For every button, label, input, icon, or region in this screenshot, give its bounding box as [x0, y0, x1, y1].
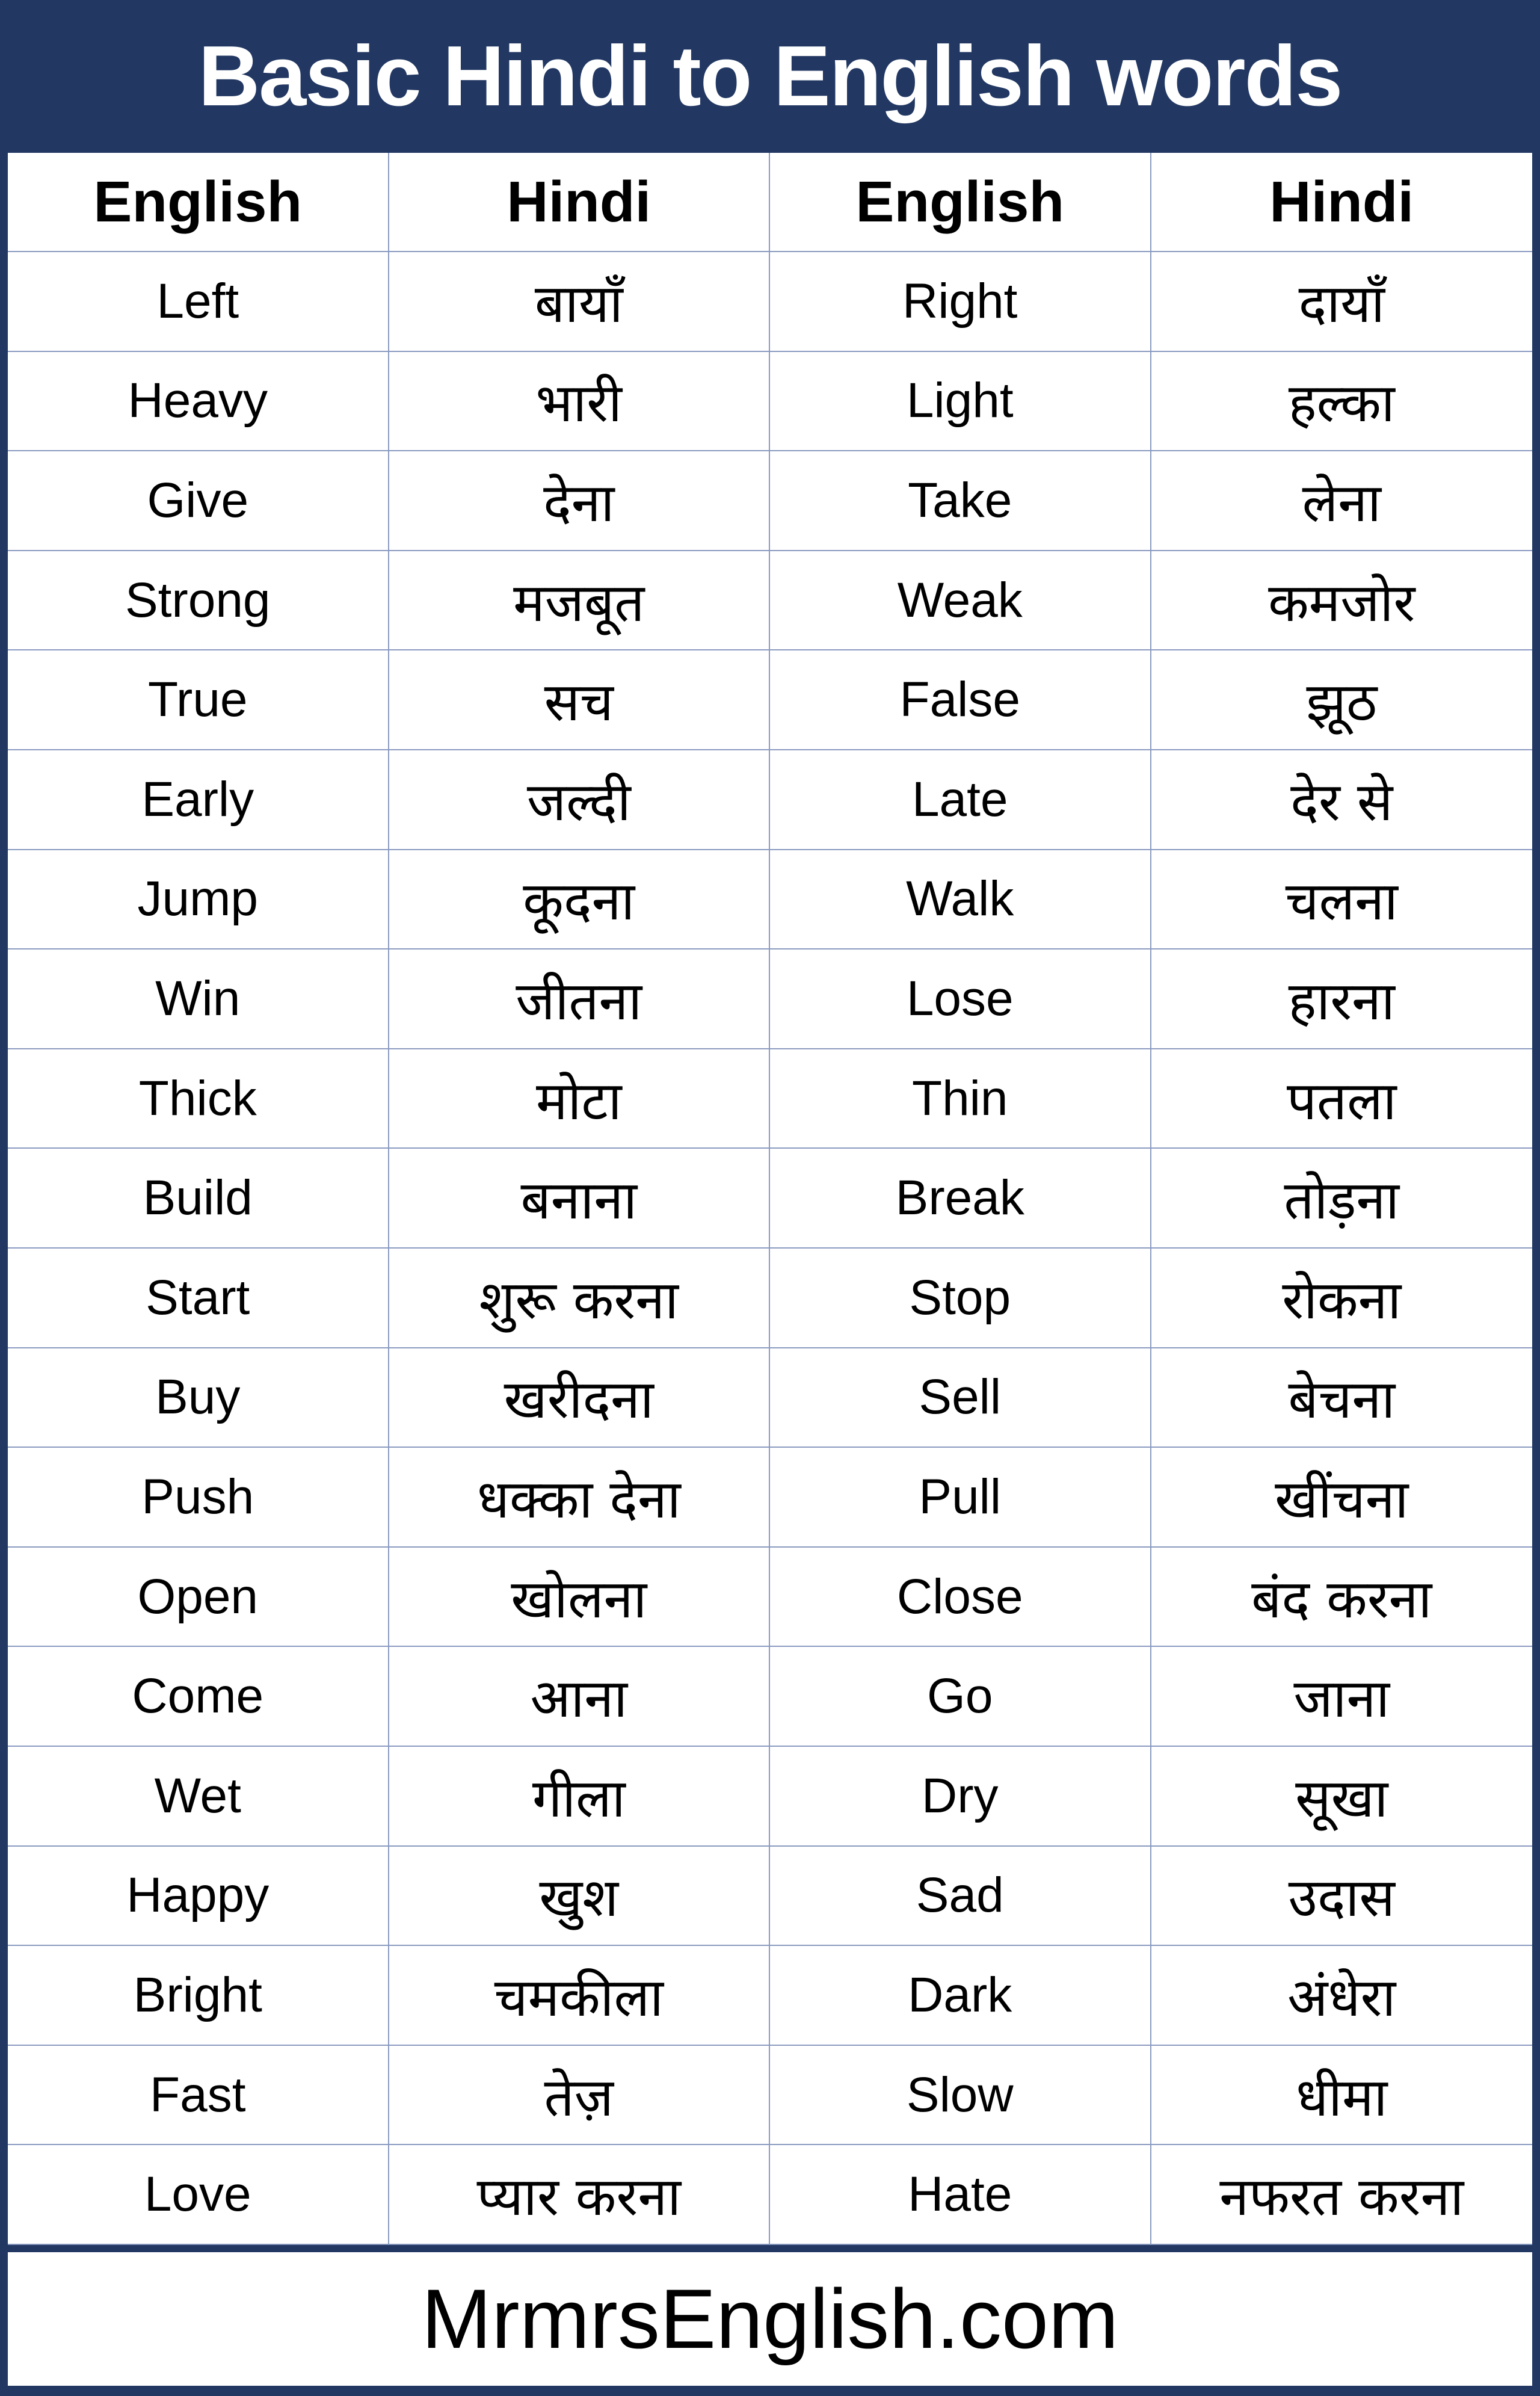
hindi-word-cell: अंधेरा — [1151, 1946, 1532, 2046]
hindi-word-cell: आना — [389, 1647, 770, 1747]
hindi-word-cell: जल्दी — [389, 750, 770, 850]
column-header-english: English — [770, 153, 1151, 252]
english-word-cell: Buy — [8, 1348, 389, 1448]
hindi-word-cell: धीमा — [1151, 2046, 1532, 2146]
hindi-word-cell: लेना — [1151, 451, 1532, 551]
english-word-cell: Slow — [770, 2045, 1151, 2146]
english-word-cell: Early — [8, 750, 389, 850]
hindi-word-cell: उदास — [1151, 1847, 1532, 1947]
hindi-word-cell: खुश — [389, 1846, 770, 1947]
website-footer: MrmrsEnglish.com — [8, 2252, 1532, 2386]
english-word-cell: Love — [8, 2145, 389, 2245]
english-word-cell: Go — [770, 1647, 1151, 1747]
english-word-cell: Build — [8, 1149, 389, 1249]
english-word-cell: Take — [770, 451, 1151, 551]
english-word-cell: Start — [8, 1249, 389, 1348]
hindi-word-cell: मजबूत — [389, 551, 770, 651]
english-word-cell: Close — [770, 1547, 1151, 1647]
english-word-cell: Sad — [770, 1846, 1151, 1947]
hindi-word-cell: सूखा — [1151, 1747, 1532, 1847]
english-word-cell: Lose — [770, 949, 1151, 1049]
hindi-word-cell: हल्का — [1151, 352, 1532, 452]
hindi-word-cell: तोड़ना — [1151, 1149, 1532, 1249]
hindi-word-cell: चमकीला — [389, 1946, 770, 2046]
english-word-cell: Heavy — [8, 351, 389, 452]
column-header-hindi: Hindi — [389, 153, 770, 252]
english-word-cell: Sell — [770, 1348, 1151, 1448]
hindi-word-cell: चलना — [1151, 850, 1532, 950]
english-word-cell: Pull — [770, 1448, 1151, 1548]
hindi-word-cell: मोटा — [389, 1049, 770, 1149]
english-word-cell: Walk — [770, 850, 1151, 950]
column-header-english: English — [8, 153, 389, 252]
hindi-word-cell: देना — [389, 451, 770, 551]
english-word-cell: Happy — [8, 1846, 389, 1947]
english-word-cell: Thick — [8, 1049, 389, 1149]
hindi-word-cell: पतला — [1151, 1049, 1532, 1149]
hindi-word-cell: तेज़ — [389, 2045, 770, 2146]
english-word-cell: Wet — [8, 1747, 389, 1847]
english-word-cell: Push — [8, 1448, 389, 1548]
hindi-word-cell: बायाँ — [389, 252, 770, 352]
english-word-cell: Strong — [8, 551, 389, 651]
hindi-word-cell: हारना — [1151, 949, 1532, 1049]
hindi-word-cell: दायाँ — [1151, 252, 1532, 352]
english-word-cell: Fast — [8, 2045, 389, 2146]
english-word-cell: Right — [770, 252, 1151, 352]
english-word-cell: Break — [770, 1149, 1151, 1249]
english-word-cell: Give — [8, 451, 389, 551]
english-word-cell: Thin — [770, 1049, 1151, 1149]
hindi-word-cell: खरीदना — [389, 1348, 770, 1448]
hindi-word-cell: खींचना — [1151, 1448, 1532, 1548]
hindi-word-cell: जीतना — [389, 949, 770, 1049]
hindi-word-cell: नफरत करना — [1151, 2145, 1532, 2245]
english-word-cell: Win — [8, 949, 389, 1049]
hindi-word-cell: देर से — [1151, 750, 1532, 850]
hindi-word-cell: शुरू करना — [389, 1249, 770, 1348]
hindi-word-cell: बनाना — [389, 1149, 770, 1249]
page-title: Basic Hindi to English words — [198, 28, 1343, 124]
hindi-word-cell: झूठ — [1151, 650, 1532, 750]
hindi-word-cell: रोकना — [1151, 1249, 1532, 1348]
english-word-cell: Light — [770, 351, 1151, 452]
english-word-cell: Left — [8, 252, 389, 352]
column-header-hindi: Hindi — [1151, 153, 1532, 252]
hindi-word-cell: बेचना — [1151, 1348, 1532, 1448]
english-word-cell: False — [770, 650, 1151, 750]
english-word-cell: Bright — [8, 1946, 389, 2046]
hindi-word-cell: गीला — [389, 1747, 770, 1847]
hindi-word-cell: कमजोर — [1151, 551, 1532, 651]
english-word-cell: Come — [8, 1647, 389, 1747]
hindi-word-cell: भारी — [389, 351, 770, 452]
hindi-word-cell: खोलना — [389, 1547, 770, 1647]
vocabulary-table: English Hindi English Hindi Left बायाँ Right दा… — [8, 153, 1532, 2245]
english-word-cell: Dark — [770, 1946, 1151, 2046]
english-word-cell: True — [8, 650, 389, 750]
hindi-word-cell: बंद करना — [1151, 1548, 1532, 1647]
english-word-cell: Weak — [770, 551, 1151, 651]
english-word-cell: Open — [8, 1547, 389, 1647]
hindi-word-cell: जाना — [1151, 1647, 1532, 1747]
hindi-word-cell: सच — [389, 650, 770, 750]
hindi-word-cell: कूदना — [389, 850, 770, 950]
english-word-cell: Dry — [770, 1747, 1151, 1847]
english-word-cell: Hate — [770, 2145, 1151, 2245]
hindi-word-cell: प्यार करना — [389, 2145, 770, 2245]
english-word-cell: Jump — [8, 850, 389, 950]
hindi-word-cell: धक्का देना — [389, 1448, 770, 1548]
english-word-cell: Stop — [770, 1249, 1151, 1348]
english-word-cell: Late — [770, 750, 1151, 850]
